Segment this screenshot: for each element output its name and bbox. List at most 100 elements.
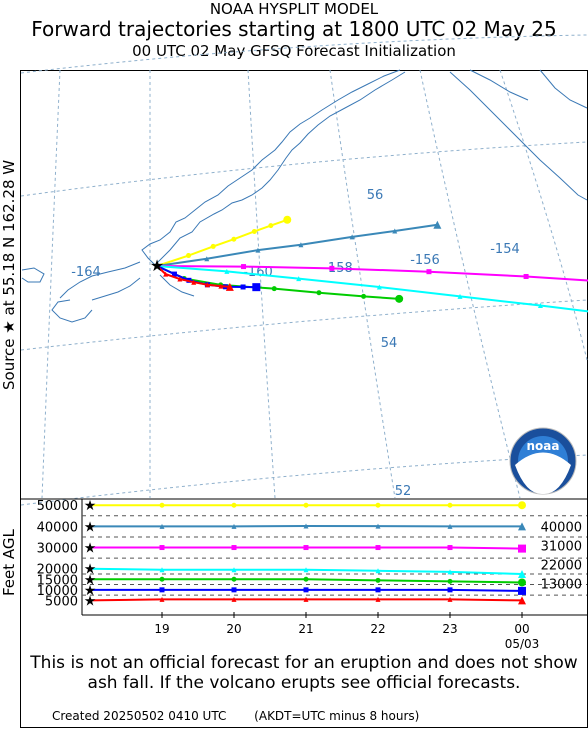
map-trajectory-point [225, 282, 234, 291]
height-trajectory-point [375, 502, 381, 508]
height-trajectory-point [447, 545, 453, 551]
coastline-segment [154, 71, 406, 266]
latitude-label: 54 [381, 336, 398, 351]
map-latitude-line [20, 299, 588, 351]
height-trajectory-point [518, 586, 526, 595]
map-trajectory-point [426, 269, 432, 275]
map-trajectory-point [204, 282, 210, 288]
height-trajectory-point [231, 576, 237, 582]
coastline [21, 69, 588, 323]
time-tick-label: 23 [442, 622, 457, 636]
map-latitude-line [20, 454, 588, 506]
height-trajectory-point [159, 576, 165, 582]
height-tick-label: 30000 [37, 542, 78, 557]
source-star-icon: ★ [150, 256, 164, 275]
map-trajectory-point [395, 294, 404, 303]
height-trajectory-point [231, 567, 237, 573]
height-start-stars: ★★★★★★★ [84, 498, 97, 609]
map-longitude-line [329, 69, 396, 499]
start-star-icon: ★ [84, 593, 97, 609]
height-trajectory-point [447, 502, 453, 508]
timezone-note: (AKDT=UTC minus 8 hours) [254, 709, 420, 723]
height-trajectory-point [375, 545, 381, 551]
time-tick-label: 20 [226, 622, 241, 636]
map-trajectory-point [163, 271, 169, 277]
map-trajectory-point [252, 283, 261, 292]
time-tick-label: 19 [154, 622, 169, 636]
map-trajectory-line [156, 265, 588, 313]
height-trajectory-point [159, 567, 165, 573]
map-trajectory-point [392, 228, 398, 234]
map-latitude-line [20, 141, 588, 197]
height-trajectory-point [303, 587, 309, 593]
map-trajectory-point [251, 228, 257, 234]
height-trajectory-point [518, 522, 526, 531]
height-trajectory-point [159, 545, 165, 551]
coastline-segment [91, 277, 141, 301]
map-trajectory-point [296, 276, 302, 282]
height-tick-label: 5000 [45, 594, 78, 609]
time-tick-label: 22 [370, 622, 385, 636]
height-trajectory-point [231, 545, 237, 551]
height-trajectory-point [231, 502, 237, 508]
map-trajectory-point [523, 273, 529, 279]
height-right-ticks: 40000 31000 22000 13000 [541, 520, 582, 592]
longitude-labels: -164 -160 -158-156-154 [71, 242, 520, 280]
height-trajectory-point [447, 587, 453, 593]
longitude-label: -156 [410, 253, 440, 268]
height-trajectories [89, 501, 526, 605]
height-trajectory-point [159, 587, 165, 593]
chart-title: Forward trajectories starting at 1800 UT… [31, 17, 557, 41]
latitude-labels: 56 54 52 [367, 188, 412, 499]
height-trajectory-point [159, 596, 165, 602]
height-trajectory-point [231, 523, 237, 529]
longitude-label: -154 [490, 242, 520, 257]
coastline-segment [141, 69, 401, 266]
noaa-logo-text: noaa [527, 439, 560, 453]
map-longitude-line [247, 69, 276, 499]
height-trajectory-point [375, 523, 381, 529]
height-trajectory-point [303, 502, 309, 508]
map-trajectory-point [349, 234, 355, 240]
height-trajectory-point [159, 502, 165, 508]
map-trajectory-point [457, 293, 463, 299]
time-tick-label: 00 [514, 622, 529, 636]
start-star-icon: ★ [84, 562, 97, 578]
height-trajectory-point [447, 578, 453, 584]
coastline-segment [539, 69, 588, 109]
latitude-label: 52 [395, 484, 412, 499]
height-tick-label-right: 22000 [541, 558, 582, 573]
time-tick-label: 21 [298, 622, 313, 636]
map-trajectory-point [171, 271, 177, 277]
map-trajectory-point [255, 247, 261, 253]
height-trajectory-point [518, 569, 526, 578]
height-tick-label: 20000 [37, 563, 78, 578]
map-trajectory-point [241, 264, 247, 270]
map-trajectory-point [283, 215, 292, 224]
height-trajectory-point [303, 596, 309, 602]
map-trajectory-point [231, 236, 237, 242]
map-trajectory-point [271, 286, 277, 292]
coastline-segment [59, 261, 141, 299]
start-star-icon: ★ [84, 572, 97, 588]
height-tick-label-right: 40000 [541, 520, 582, 535]
map-latitude-line [20, 34, 588, 74]
map-trajectory-point [537, 303, 543, 309]
map-trajectory-point [433, 220, 442, 229]
map-trajectory-point [376, 284, 382, 290]
height-trajectory-point [518, 578, 526, 587]
map-trajectory-point [361, 293, 367, 299]
height-tick-label-right: 13000 [541, 578, 582, 593]
height-trajectory-point [518, 501, 526, 510]
noaa-logo: noaa [509, 427, 577, 495]
map-trajectory-point [268, 223, 274, 229]
map-longitude-line [499, 69, 588, 361]
start-star-icon: ★ [84, 541, 97, 557]
height-axis-label: Feet AGL [0, 528, 18, 596]
map-trajectory-point [218, 283, 224, 289]
date-label: 05/03 [505, 637, 540, 651]
height-trajectory-point [375, 587, 381, 593]
height-trajectory-point [447, 523, 453, 529]
height-trajectory-point [231, 587, 237, 593]
